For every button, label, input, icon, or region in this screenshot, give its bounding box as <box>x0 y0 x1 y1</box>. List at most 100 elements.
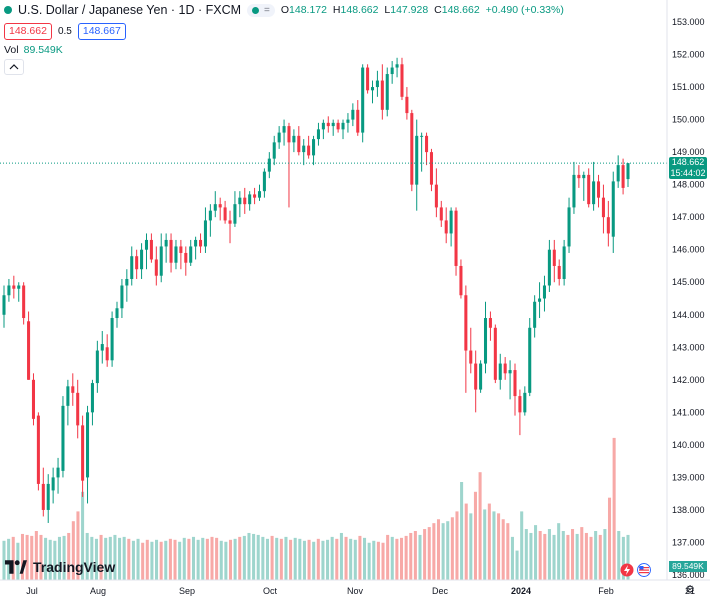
candle-body <box>41 483 45 510</box>
symbol-status-pill[interactable]: = <box>247 3 275 17</box>
volume-bar <box>321 540 325 580</box>
time-axis-tick-label: Aug <box>90 586 106 596</box>
candle-body <box>140 249 144 270</box>
volume-bar <box>307 539 311 580</box>
candle-body <box>223 207 227 221</box>
volume-bar <box>233 538 237 580</box>
candle <box>621 158 625 195</box>
volume-bar <box>571 529 575 580</box>
gear-icon[interactable]: ⚙ <box>685 584 695 596</box>
candle <box>312 135 316 166</box>
volume-bar <box>584 532 588 580</box>
volume-bar <box>104 537 108 580</box>
volume-bar <box>201 537 205 580</box>
price-axis[interactable]: 153.000 152.000 151.000 150.000 149.000 148.0… <box>672 17 705 580</box>
candle-body <box>56 467 60 478</box>
volume-bar <box>349 538 353 580</box>
candle-body <box>135 256 139 270</box>
volume-bar <box>626 534 630 580</box>
price-axis-tick-label: 150.000 <box>672 115 705 125</box>
volume-bar <box>25 534 29 580</box>
candle-body <box>243 197 247 205</box>
candle-body <box>307 145 311 156</box>
volume-bar <box>612 437 616 580</box>
candle <box>351 103 355 127</box>
candle <box>547 239 551 292</box>
volume-bar <box>617 531 621 580</box>
price-axis-tick-label: 149.000 <box>672 147 705 157</box>
candle-body <box>572 174 576 208</box>
candle <box>434 168 438 218</box>
candle-body <box>420 135 424 137</box>
candle <box>2 285 6 328</box>
volume-bar <box>413 531 417 580</box>
candle <box>56 457 60 494</box>
chevron-up-icon[interactable] <box>4 59 24 75</box>
candle <box>503 357 507 380</box>
volume-bar <box>390 536 394 580</box>
buy-button[interactable]: 148.667 <box>77 23 126 40</box>
tradingview-logo[interactable]: TradingView <box>5 559 115 575</box>
candle-body <box>95 350 99 384</box>
volume-bar <box>81 491 85 580</box>
candle <box>267 152 271 179</box>
volume-label[interactable]: Vol <box>4 44 19 56</box>
price-axis-tick-label: 144.000 <box>672 310 705 320</box>
volume-bar <box>57 536 61 580</box>
candle <box>444 207 448 244</box>
volume-bar <box>44 537 48 580</box>
sell-button[interactable]: 148.662 <box>4 23 52 40</box>
volume-bar <box>7 538 11 580</box>
volume-bar <box>247 532 251 580</box>
candle-body <box>71 386 75 393</box>
volume-bar <box>85 532 89 580</box>
candle-body <box>533 301 537 328</box>
candle-body <box>120 285 124 309</box>
volume-bar <box>113 534 117 580</box>
candle <box>552 239 556 283</box>
candle-body <box>582 174 586 179</box>
candle-body <box>105 347 109 361</box>
candle-body <box>27 321 31 380</box>
candle <box>336 119 340 133</box>
status-green-dot <box>252 6 260 14</box>
candle <box>567 197 571 253</box>
candle-body <box>164 239 168 247</box>
close-label: C <box>434 4 442 16</box>
candle-body <box>66 386 70 406</box>
volume-bar <box>423 529 427 580</box>
candle <box>528 318 532 397</box>
candle <box>542 275 546 312</box>
volume-bar <box>94 538 98 580</box>
volume-bar <box>386 534 390 580</box>
volume-bar <box>543 533 547 580</box>
us-flag-icon[interactable] <box>637 563 651 577</box>
volume-bar <box>395 538 399 580</box>
candle-body <box>390 67 394 75</box>
volume-bar <box>501 519 505 580</box>
candle-body <box>621 165 625 188</box>
volume-bar <box>524 529 528 580</box>
time-axis-tick-label: 2024 <box>511 586 531 596</box>
volume-bar <box>187 538 191 580</box>
candle <box>601 184 605 234</box>
candle-body <box>302 145 306 153</box>
flash-event-icon[interactable] <box>620 563 634 577</box>
time-axis-tick-label: Dec <box>432 586 449 596</box>
candle <box>375 70 379 97</box>
volume-bar <box>409 532 413 580</box>
candle <box>454 207 458 276</box>
volume-bar <box>418 534 422 580</box>
volume-bar <box>293 537 297 580</box>
candle <box>370 80 375 104</box>
volume-bar <box>316 538 320 580</box>
candle <box>86 405 90 504</box>
candle-body <box>194 239 198 247</box>
candle-body <box>552 249 556 266</box>
symbol-title[interactable]: U.S. Dollar / Japanese Yen · 1D · FXCM <box>18 3 242 17</box>
time-axis[interactable]: Jul Aug Sep Oct Nov Dec 2024 Feb 21 <box>26 586 695 596</box>
volume-bar <box>210 536 214 580</box>
candle <box>46 474 50 523</box>
candle-body <box>213 204 217 211</box>
